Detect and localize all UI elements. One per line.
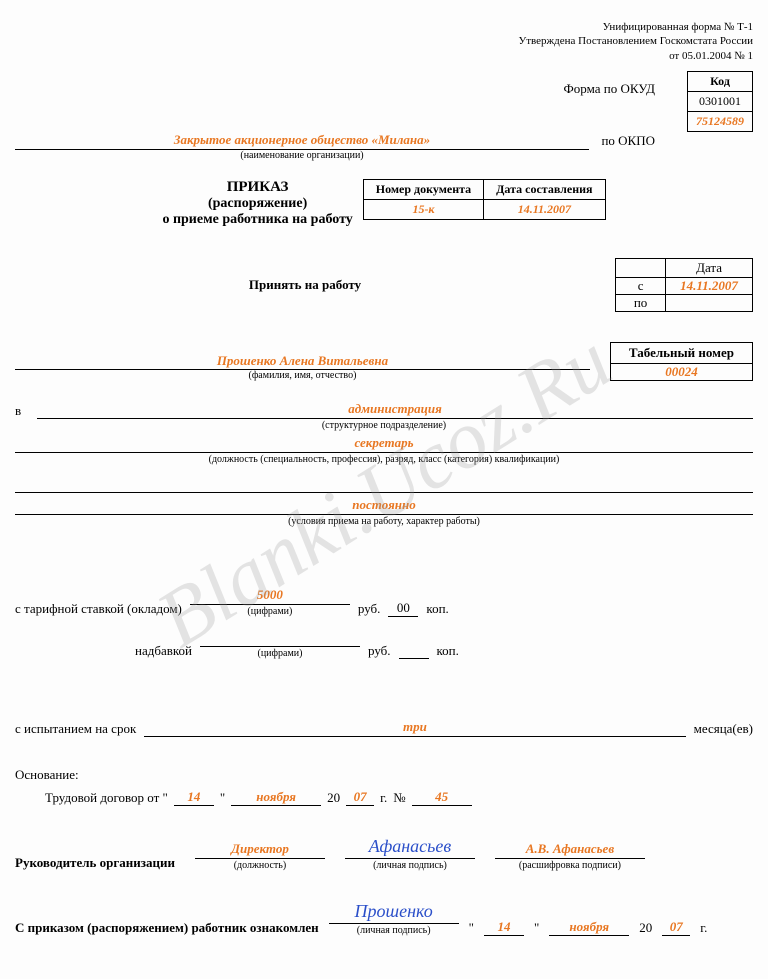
ack-day: 14	[484, 919, 524, 936]
head-decode-caption: (расшифровка подписи)	[495, 860, 645, 871]
accept-s: с	[616, 277, 666, 294]
form-line1: Унифицированная форма № Т-1	[15, 20, 753, 34]
ack-year: 07	[662, 919, 690, 936]
head-sign-caption: (личная подпись)	[345, 860, 475, 871]
ack-label: С приказом (распоряжением) работник озна…	[15, 920, 319, 936]
accept-date-s: 14.11.2007	[666, 277, 753, 294]
v-label: в	[15, 403, 33, 419]
basis-numlabel: №	[393, 790, 405, 806]
contract-label: Трудовой договор от "	[45, 790, 168, 806]
conditions-caption: (условия приема на работу, характер рабо…	[15, 516, 753, 527]
basis-year: 07	[346, 789, 374, 806]
tab-value: 00024	[610, 363, 752, 380]
addon-caption: (цифрами)	[200, 648, 360, 659]
accept-label: Принять на работу	[15, 277, 595, 293]
probation-label: с испытанием на срок	[15, 721, 136, 737]
prikaz-title: ПРИКАЗ	[162, 179, 352, 196]
ack-g: г.	[700, 920, 707, 936]
head-label: Руководитель организации	[15, 855, 175, 871]
ack-sign-caption: (личная подпись)	[329, 925, 459, 936]
basis-day: 14	[174, 789, 214, 806]
docnum-table: Номер документа Дата составления 15-к 14…	[363, 179, 606, 220]
rub-label: руб.	[358, 601, 381, 617]
head-decode: А.В. Афанасьев	[495, 841, 645, 859]
blank-line	[15, 477, 753, 493]
probation-suffix: месяца(ев)	[694, 721, 753, 737]
head-position: Директор	[195, 841, 325, 859]
form-header: Унифицированная форма № Т-1 Утверждена П…	[15, 20, 753, 63]
ack-sign: Прошенко	[329, 901, 459, 924]
rate-caption: (цифрами)	[190, 606, 350, 617]
rub-label2: руб.	[368, 643, 391, 659]
accept-date-header: Дата	[666, 258, 753, 277]
dept-caption: (структурное подразделение)	[15, 420, 753, 431]
form-line3: от 05.01.2004 № 1	[15, 49, 753, 63]
basis-label: Основание:	[15, 767, 753, 783]
okpo-label: по ОКПО	[595, 133, 655, 161]
okud-value: 0301001	[688, 91, 753, 111]
basis-g: г.	[380, 790, 387, 806]
accept-dates-table: Дата с 14.11.2007 по	[615, 258, 753, 312]
ack-month: ноября	[549, 919, 629, 936]
prikaz-sub2: о приеме работника на работу	[162, 212, 352, 228]
basis-yprefix: 20	[327, 790, 340, 806]
fio: Прошенко Алена Витальевна	[15, 353, 590, 370]
okpo-value: 75124589	[688, 111, 753, 131]
form-line2: Утверждена Постановлением Госкомстата Ро…	[15, 34, 753, 48]
conditions: постоянно	[15, 497, 753, 515]
ack-yprefix: 20	[639, 920, 652, 936]
addon-kop	[399, 658, 429, 659]
head-pos-caption: (должность)	[195, 860, 325, 871]
addon-value	[200, 631, 360, 647]
num-header: Номер документа	[363, 179, 483, 199]
basis-month: ноября	[231, 789, 321, 806]
head-sign: Афанасьев	[345, 836, 475, 859]
position: секретарь	[15, 435, 753, 453]
basis-num: 45	[412, 789, 472, 806]
addon-label: надбавкой	[135, 643, 192, 659]
kod-header: Код	[688, 71, 753, 91]
rub-kop: 00	[388, 600, 418, 617]
okud-label: Форма по ОКУД	[564, 81, 656, 96]
tabnum-table: Табельный номер 00024	[610, 342, 753, 381]
accept-po: по	[616, 294, 666, 311]
rate-label: с тарифной ставкой (окладом)	[15, 601, 182, 617]
kop-label: коп.	[426, 601, 448, 617]
prikaz-sub1: (распоряжение)	[162, 196, 352, 212]
org-caption: (наименование организации)	[15, 150, 589, 161]
fio-caption: (фамилия, имя, отчество)	[15, 370, 590, 381]
date-value: 14.11.2007	[484, 199, 605, 219]
kop-label2: коп.	[437, 643, 459, 659]
codes-table: Код 0301001 75124589	[687, 71, 753, 132]
num-value: 15-к	[363, 199, 483, 219]
accept-date-po	[666, 294, 753, 311]
rate-value: 5000	[190, 587, 350, 605]
probation-value: три	[144, 719, 685, 737]
date-header: Дата составления	[484, 179, 605, 199]
dept: администрация	[37, 401, 753, 419]
org-name: Закрытое акционерное общество «Милана»	[15, 132, 589, 150]
tab-header: Табельный номер	[610, 342, 752, 363]
position-caption: (должность (специальность, профессия), р…	[15, 454, 753, 465]
